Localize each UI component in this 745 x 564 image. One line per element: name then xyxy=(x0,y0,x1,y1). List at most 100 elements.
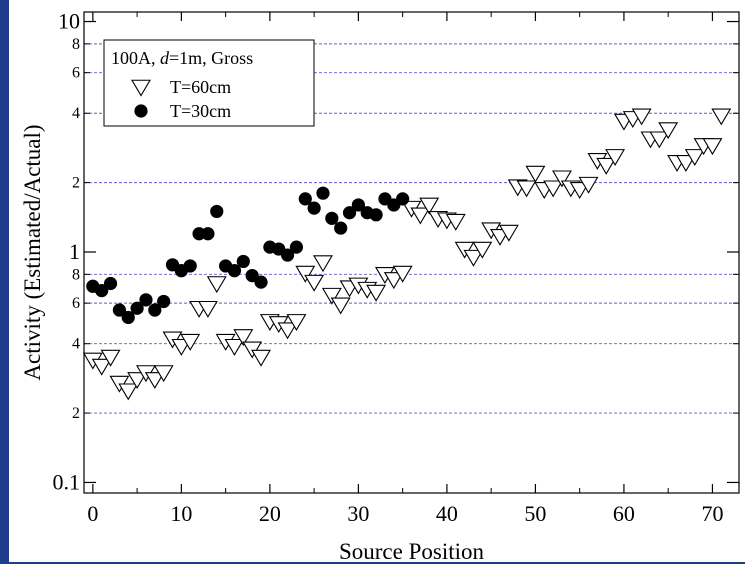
data-point xyxy=(236,254,250,269)
data-point xyxy=(304,274,325,292)
data-point xyxy=(330,297,351,315)
data-point xyxy=(445,213,466,231)
legend-entry-label: T=30cm xyxy=(170,101,231,121)
y-tick-label: 8 xyxy=(72,266,80,283)
y-tick-label: 4 xyxy=(72,105,80,122)
x-tick-label: 20 xyxy=(259,501,281,526)
legend-title-italic: d xyxy=(160,48,170,68)
data-point xyxy=(702,138,723,156)
data-point xyxy=(569,182,590,199)
data-point xyxy=(206,276,227,294)
data-point xyxy=(605,149,626,166)
data-point xyxy=(201,227,215,241)
data-point xyxy=(472,241,493,259)
data-point xyxy=(131,79,151,97)
x-axis-label: Source Position xyxy=(339,539,485,564)
x-tick-label: 10 xyxy=(170,501,192,526)
data-point xyxy=(307,201,321,215)
data-point xyxy=(316,186,330,200)
y-tick-label: 6 xyxy=(72,295,80,312)
x-tick-label: 60 xyxy=(613,501,635,526)
legend-title: 100A, d=1m, Gross xyxy=(111,48,253,68)
data-point xyxy=(277,322,298,340)
data-point xyxy=(286,314,307,332)
data-point xyxy=(130,301,144,315)
data-point xyxy=(197,300,218,318)
data-point xyxy=(392,265,413,283)
data-point xyxy=(321,287,342,305)
data-point xyxy=(157,294,171,309)
data-point xyxy=(295,265,316,283)
data-point xyxy=(552,170,572,188)
data-point xyxy=(112,303,127,317)
data-point xyxy=(578,176,599,194)
data-point xyxy=(675,155,696,172)
data-point xyxy=(242,341,263,359)
data-point xyxy=(144,372,165,390)
x-axis-ticks: 0 10 20 30 40 50 60 70 xyxy=(87,12,723,526)
data-point xyxy=(649,131,670,149)
data-point xyxy=(351,198,365,212)
data-point xyxy=(139,293,153,307)
series-t30 xyxy=(86,186,410,325)
y-tick-label: 1 xyxy=(69,239,80,264)
data-point xyxy=(121,310,135,325)
x-tick-label: 30 xyxy=(347,501,369,526)
data-point xyxy=(658,122,679,140)
data-point xyxy=(383,272,404,290)
data-point xyxy=(100,349,121,367)
data-point xyxy=(224,338,245,356)
data-point xyxy=(210,204,224,219)
data-point xyxy=(91,358,112,376)
y-tick-label: 6 xyxy=(72,65,80,82)
data-point xyxy=(369,208,383,222)
legend-title-part: =1m, Gross xyxy=(169,48,253,68)
data-point xyxy=(711,108,732,126)
data-point xyxy=(233,329,254,347)
x-tick-label: 50 xyxy=(524,501,546,526)
data-point xyxy=(127,372,148,390)
data-point xyxy=(298,192,312,206)
legend-title-part: 100A, xyxy=(111,48,160,68)
data-point xyxy=(183,259,197,273)
data-point xyxy=(596,157,617,175)
y-tick-label: 4 xyxy=(72,336,80,353)
y-axis-ticks: 0.1 2 4 6 8 1 2 4 6 8 10 xyxy=(53,9,739,494)
data-point xyxy=(103,276,118,291)
x-tick-label: 40 xyxy=(436,501,458,526)
data-point xyxy=(631,108,652,126)
data-point xyxy=(516,180,537,198)
data-point xyxy=(118,383,139,401)
data-point xyxy=(289,240,304,254)
data-point xyxy=(153,365,174,383)
data-point xyxy=(325,211,339,225)
data-point xyxy=(543,180,564,198)
legend-entry-label: T=60cm xyxy=(170,77,231,97)
series-t60 xyxy=(82,108,732,401)
data-point xyxy=(342,206,357,220)
data-point xyxy=(525,165,546,183)
data-point xyxy=(684,149,705,166)
data-point xyxy=(334,221,348,235)
y-axis-label: Activity (Estimated/Actual) xyxy=(20,124,45,380)
data-point xyxy=(254,275,268,289)
data-point xyxy=(227,264,242,278)
data-point xyxy=(95,283,109,298)
data-point xyxy=(498,224,519,242)
x-tick-label: 0 xyxy=(87,501,98,526)
data-point xyxy=(251,349,271,367)
data-point xyxy=(280,248,295,262)
data-point xyxy=(148,303,162,317)
data-point xyxy=(463,249,484,267)
data-point xyxy=(419,197,440,215)
data-point xyxy=(180,333,201,351)
x-tick-label: 70 xyxy=(701,501,723,526)
data-point xyxy=(396,192,410,206)
y-tick-label: 2 xyxy=(72,175,80,192)
y-tick-label: 0.1 xyxy=(53,469,81,494)
legend: 100A, d=1m, Gross T=60cm T=30cm xyxy=(103,39,315,127)
y-tick-label: 8 xyxy=(72,36,80,53)
data-point xyxy=(366,284,387,302)
